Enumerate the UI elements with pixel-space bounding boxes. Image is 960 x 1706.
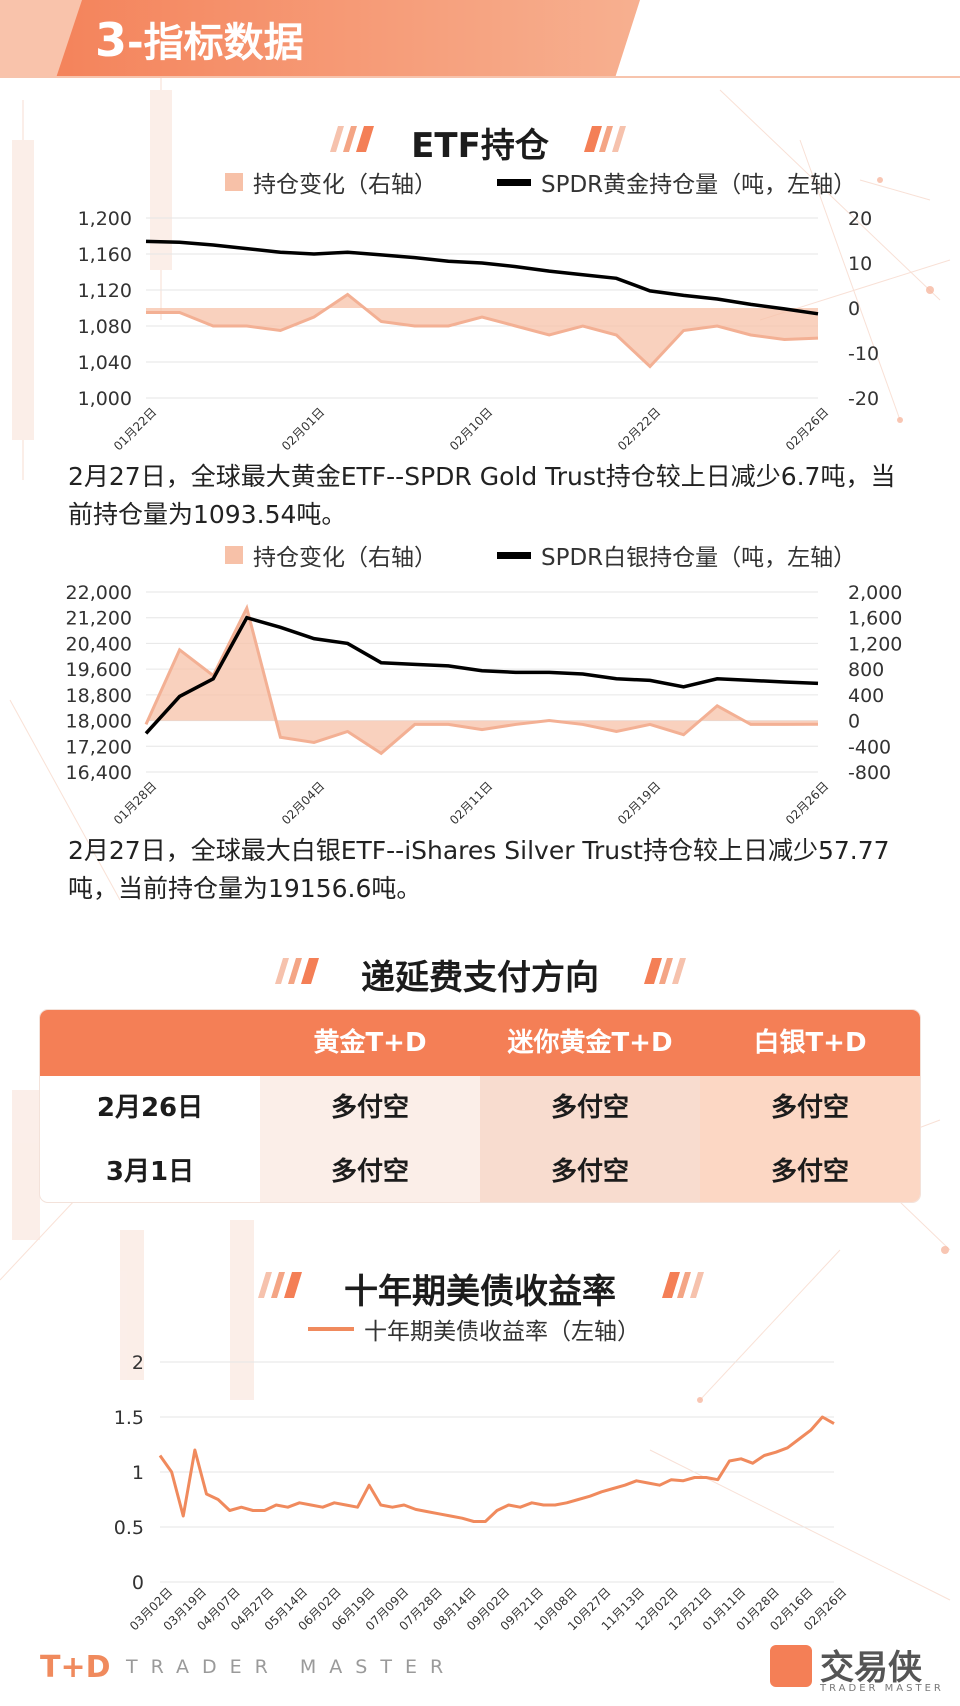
footer-brand: T+D bbox=[40, 1650, 111, 1685]
logo-icon bbox=[770, 1645, 812, 1687]
table-header-cell: 黄金T+D bbox=[313, 1028, 427, 1058]
holding-change-edge bbox=[146, 292, 819, 369]
left-axis-tick: 18,000 bbox=[66, 711, 132, 733]
left-axis-tick: 18,800 bbox=[66, 685, 132, 707]
table-cell: 多付空 bbox=[260, 1140, 480, 1202]
y-axis-tick: 1.5 bbox=[114, 1407, 144, 1429]
title-slash-decoration-right bbox=[644, 958, 686, 984]
left-axis-tick: 16,400 bbox=[66, 762, 132, 784]
logo-subtext: TRADER MASTER bbox=[820, 1683, 944, 1694]
table-cell: 多付空 bbox=[700, 1140, 920, 1202]
right-axis-tick: 0 bbox=[848, 711, 860, 733]
x-axis-tick: 02月26日 bbox=[783, 405, 831, 453]
silver-note: 2月27日，全球最大白银ETF--iShares Silver Trust持仓较… bbox=[68, 836, 890, 903]
left-axis-tick: 1,000 bbox=[78, 388, 132, 410]
legend-area-label: 持仓变化（右轴） bbox=[253, 545, 437, 571]
table-cell: 多付空 bbox=[480, 1076, 700, 1140]
title-slash-decoration-left bbox=[330, 126, 374, 152]
title-slash-decoration-left bbox=[275, 958, 319, 984]
left-axis-tick: 1,160 bbox=[78, 244, 132, 266]
header-number: 3 bbox=[95, 13, 128, 67]
right-axis-tick: 0 bbox=[848, 298, 860, 320]
bond-legend: 十年期美债收益率（左轴） bbox=[308, 1312, 640, 1346]
right-axis-tick: -20 bbox=[848, 388, 879, 410]
legend-area-swatch bbox=[225, 173, 243, 191]
title-slash-decoration-right bbox=[584, 126, 626, 152]
y-axis-tick: 1 bbox=[132, 1462, 144, 1484]
title-slash-decoration-right bbox=[662, 1272, 704, 1298]
section-title-fee: 递延费支付方向 bbox=[361, 958, 599, 998]
left-axis-tick: 1,120 bbox=[78, 280, 132, 302]
right-axis-tick: 400 bbox=[848, 685, 884, 707]
holding-change-edge bbox=[144, 603, 819, 756]
y-axis-tick: 0.5 bbox=[114, 1517, 144, 1539]
x-axis-tick: 02月26日 bbox=[783, 779, 831, 827]
silver-legend: 持仓变化（右轴） SPDR白银持仓量（吨，左轴） bbox=[225, 538, 856, 572]
y-axis-tick: 2 bbox=[132, 1352, 144, 1374]
gold-legend: 持仓变化（右轴） SPDR黄金持仓量（吨，左轴） bbox=[225, 165, 856, 199]
yield-line bbox=[158, 1415, 835, 1523]
title-slash-decoration-left bbox=[258, 1272, 302, 1298]
table-cell: 多付空 bbox=[480, 1140, 700, 1202]
left-axis-tick: 1,040 bbox=[78, 352, 132, 374]
holdings-line bbox=[144, 615, 819, 735]
y-axis-tick: 0 bbox=[132, 1572, 144, 1594]
left-axis-tick: 20,400 bbox=[66, 633, 132, 655]
x-axis-tick: 02月11日 bbox=[447, 779, 495, 827]
gold-etf-chart: 1,200 1,160 1,120 1,080 1,040 1,000 20 10 0 -10 -2… bbox=[78, 208, 879, 453]
x-axis-tick: 02月10日 bbox=[447, 405, 495, 453]
legend-line-swatch bbox=[497, 178, 531, 186]
x-axis-tick: 01月28日 bbox=[111, 779, 159, 827]
deferred-fee-table: 黄金T+D 迷你黄金T+D 白银T+D 2月26日 多付空 多付空 多付空 3月… bbox=[40, 1010, 920, 1202]
left-axis-tick: 17,200 bbox=[66, 736, 132, 758]
header-title: 3-指标数据 bbox=[95, 10, 304, 68]
holding-change-area bbox=[146, 294, 818, 367]
right-axis-tick: 10 bbox=[848, 253, 872, 275]
right-axis-tick: -800 bbox=[848, 762, 891, 784]
logo-text: 交易侠 bbox=[820, 1648, 922, 1688]
legend-line-label: SPDR白银持仓量（吨，左轴） bbox=[541, 545, 857, 571]
x-axis-tick: 02月19日 bbox=[615, 779, 663, 827]
section-title-bond: 十年期美债收益率 bbox=[344, 1272, 616, 1312]
header-band bbox=[0, 0, 960, 78]
table-cell: 多付空 bbox=[700, 1076, 920, 1140]
holdings-line bbox=[145, 239, 819, 316]
left-axis-tick: 22,000 bbox=[66, 582, 132, 604]
legend-area-label: 持仓变化（右轴） bbox=[253, 172, 437, 198]
legend-line-swatch bbox=[308, 1327, 354, 1331]
holding-change-area bbox=[146, 608, 818, 754]
table-header-cell: 白银T+D bbox=[753, 1028, 867, 1058]
right-axis-tick: 1,600 bbox=[848, 608, 902, 630]
table-cell: 多付空 bbox=[260, 1076, 480, 1140]
section-title-etf: ETF持仓 bbox=[411, 126, 549, 166]
header-text: -指标数据 bbox=[127, 20, 304, 66]
x-axis-tick: 02月04日 bbox=[279, 779, 327, 827]
x-axis-tick: 02月22日 bbox=[615, 405, 663, 453]
right-axis-tick: 20 bbox=[848, 208, 872, 230]
left-axis-tick: 19,600 bbox=[66, 659, 132, 681]
gold-note: 2月27日，全球最大黄金ETF--SPDR Gold Trust持仓较上日减少6… bbox=[68, 462, 896, 529]
right-axis-tick: 800 bbox=[848, 659, 884, 681]
table-header-row bbox=[40, 1010, 920, 1076]
left-axis-tick: 21,200 bbox=[66, 608, 132, 630]
table-row-date: 3月1日 bbox=[105, 1157, 195, 1187]
bond-yield-chart: 21.510.5003月02日03月19日04月07日04月27日05月14日0… bbox=[114, 1352, 850, 1633]
legend-area-swatch bbox=[225, 546, 243, 564]
left-axis-tick: 1,080 bbox=[78, 316, 132, 338]
right-axis-tick: 1,200 bbox=[848, 633, 902, 655]
table-row-date: 2月26日 bbox=[96, 1093, 204, 1123]
legend-line-label: SPDR黄金持仓量（吨，左轴） bbox=[541, 172, 857, 198]
right-axis-tick: 2,000 bbox=[848, 582, 902, 604]
legend-line-swatch bbox=[497, 551, 531, 559]
table-header-cell: 迷你黄金T+D bbox=[507, 1028, 673, 1058]
x-axis-tick: 02月01日 bbox=[279, 405, 327, 453]
right-axis-tick: -400 bbox=[848, 736, 891, 758]
right-axis-tick: -10 bbox=[848, 343, 879, 365]
silver-etf-chart: 22,000 21,200 20,400 19,600 18,800 18,000 17,2… bbox=[66, 582, 903, 827]
legend-line-label: 十年期美债收益率（左轴） bbox=[364, 1319, 640, 1345]
left-axis-tick: 1,200 bbox=[78, 208, 132, 230]
footer-tagline: TRADER MASTER bbox=[126, 1656, 457, 1678]
x-axis-tick: 01月22日 bbox=[111, 405, 159, 453]
